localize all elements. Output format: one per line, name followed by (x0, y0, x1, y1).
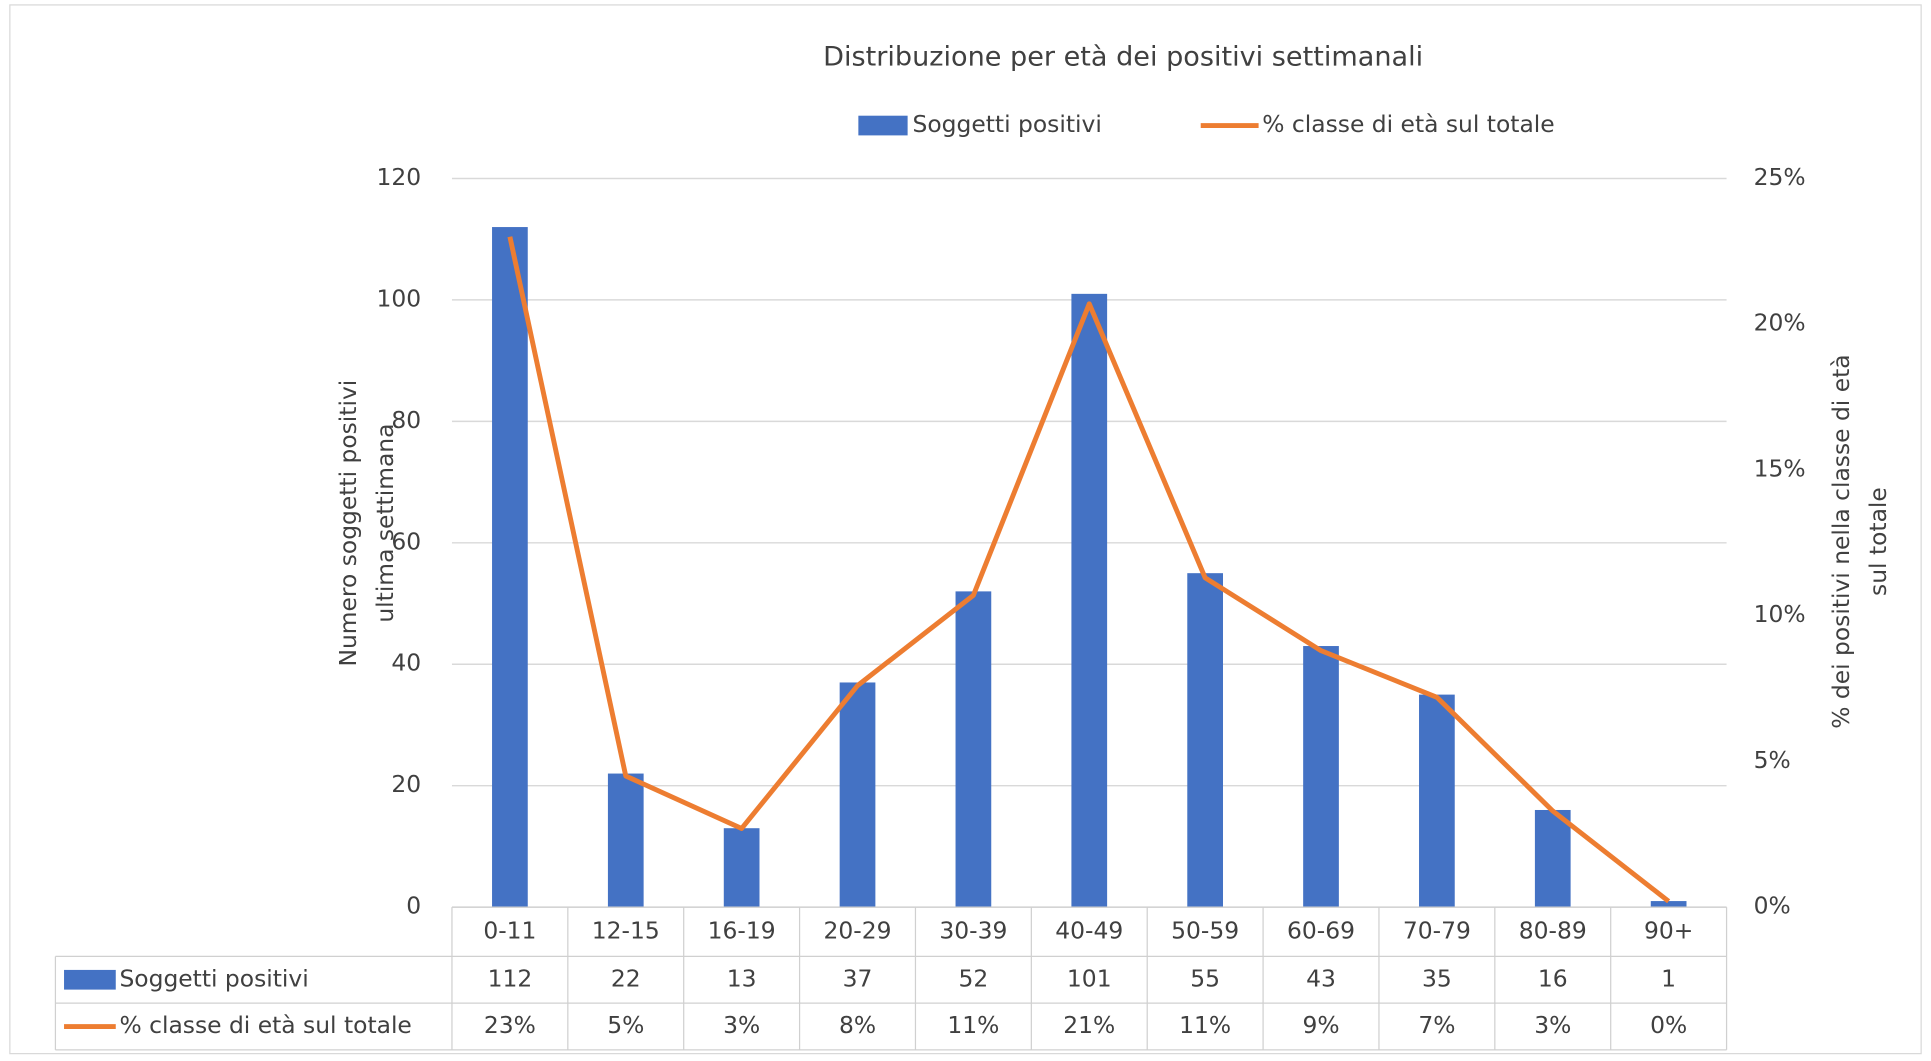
table-value: 16 (1538, 964, 1568, 992)
data-table: Soggetti positivi % classe di età sul tot… (54, 906, 1728, 1051)
bar (1650, 901, 1687, 908)
x-tick-label: 30-39 (939, 916, 1007, 944)
y2-tick-label: 25% (1754, 163, 1806, 191)
bar (723, 828, 760, 908)
y2-tick-label: 0% (1754, 892, 1791, 920)
y2-tick-label: 20% (1754, 309, 1806, 337)
bar (1534, 809, 1571, 908)
table-value: 43 (1306, 964, 1336, 992)
y-axis-label: Numero soggetti positivi (334, 380, 362, 667)
y-tick-label: 80 (391, 406, 421, 434)
bar (492, 227, 528, 908)
x-tick-label: 12-15 (592, 916, 660, 944)
y2-axis-label: sul totale (1864, 487, 1892, 596)
table-value: 11% (1179, 1011, 1231, 1039)
bar (607, 773, 644, 908)
chart-title: Distribuzione per età dei positivi setti… (823, 41, 1423, 72)
legend-swatch (64, 969, 116, 990)
bar (839, 682, 876, 908)
x-tick-label: 50-59 (1171, 916, 1239, 944)
table-value: 35 (1422, 964, 1452, 992)
y-tick-label: 0 (406, 892, 421, 920)
table-value: 8% (839, 1011, 876, 1039)
table-value: 1 (1661, 964, 1676, 992)
x-tick-label: 70-79 (1403, 916, 1471, 944)
line (507, 236, 1671, 904)
table-row-label: % classe di età sul totale (119, 1011, 411, 1039)
table-value: 0% (1650, 1011, 1687, 1039)
table-value: 11% (947, 1011, 999, 1039)
table-row-label: Soggetti positivi (119, 964, 308, 992)
legend-label: Soggetti positivi (913, 110, 1102, 138)
x-tick-label: 90+ (1644, 916, 1693, 944)
table-value: 22 (611, 964, 641, 992)
x-tick-label: 60-69 (1287, 916, 1355, 944)
table-value: 3% (1534, 1011, 1571, 1039)
table-value: 37 (843, 964, 873, 992)
x-tick-label: 0-11 (483, 916, 536, 944)
y2-tick-label: 10% (1754, 600, 1806, 628)
bar (1419, 694, 1455, 908)
y-axis-label: ultima settimana (371, 424, 399, 623)
bar (1303, 646, 1339, 908)
bar (1071, 293, 1108, 908)
y-tick-label: 60 (391, 527, 421, 555)
table-value: 13 (727, 964, 757, 992)
table-value: 9% (1302, 1011, 1339, 1039)
y2-axis-label: % dei positivi nella classe di età (1827, 354, 1855, 728)
x-tick-label: 80-89 (1519, 916, 1587, 944)
y2-tick-label: 15% (1754, 454, 1806, 482)
table-value: 112 (488, 964, 533, 992)
table-value: 101 (1067, 964, 1112, 992)
x-tick-label: 40-49 (1055, 916, 1123, 944)
table-value: 23% (484, 1011, 536, 1039)
table-value: 21% (1063, 1011, 1115, 1039)
legend-swatch (858, 115, 908, 136)
bar (955, 591, 992, 908)
legend-label: % classe di età sul totale (1262, 110, 1554, 138)
table-value: 5% (607, 1011, 644, 1039)
y-tick-label: 100 (377, 284, 422, 312)
bar (1187, 573, 1223, 908)
y-tick-label: 120 (377, 163, 422, 191)
y2-tick-label: 5% (1754, 746, 1791, 774)
table-value: 52 (959, 964, 989, 992)
x-tick-label: 20-29 (824, 916, 892, 944)
table-value: 3% (723, 1011, 760, 1039)
x-tick-label: 16-19 (708, 916, 776, 944)
table-value: 7% (1418, 1011, 1455, 1039)
y-tick-label: 40 (391, 649, 421, 677)
y-tick-label: 20 (391, 770, 421, 798)
table-value: 55 (1190, 964, 1220, 992)
